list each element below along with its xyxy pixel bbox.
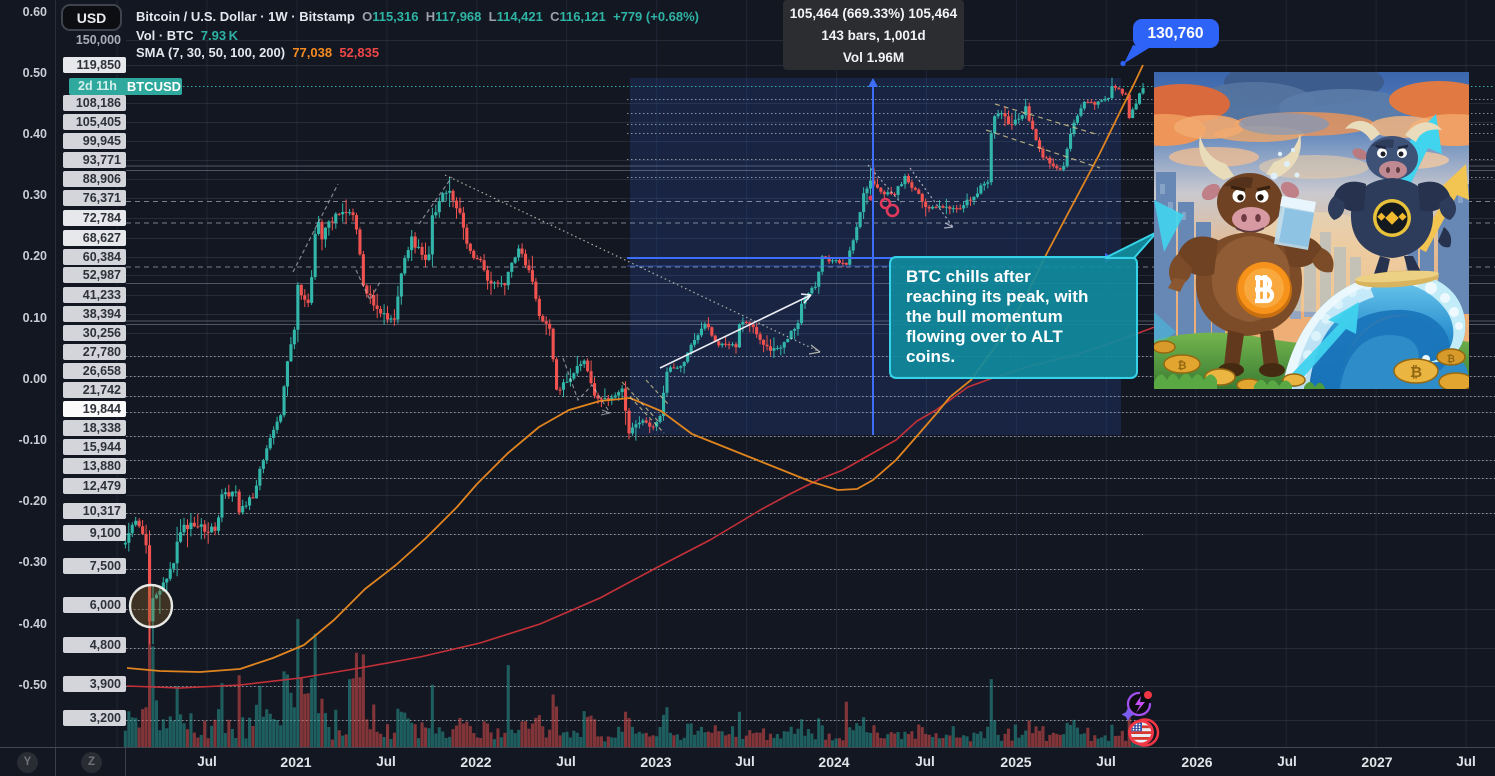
svg-text:₿: ₿	[1410, 364, 1422, 381]
svg-text:₿: ₿	[1447, 353, 1455, 365]
svg-text:₿: ₿	[1178, 360, 1187, 372]
